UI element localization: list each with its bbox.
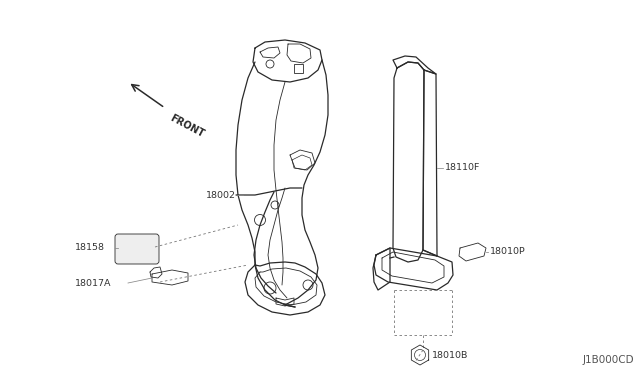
Text: 18010P: 18010P [490, 247, 525, 257]
Text: 18002: 18002 [206, 190, 236, 199]
Text: 18110F: 18110F [445, 164, 481, 173]
Text: 18158: 18158 [75, 244, 105, 253]
FancyBboxPatch shape [115, 234, 159, 264]
Text: 18017A: 18017A [75, 279, 111, 288]
Text: FRONT: FRONT [168, 113, 205, 140]
Text: 18010B: 18010B [432, 350, 468, 359]
Text: J1B000CD: J1B000CD [582, 355, 634, 365]
